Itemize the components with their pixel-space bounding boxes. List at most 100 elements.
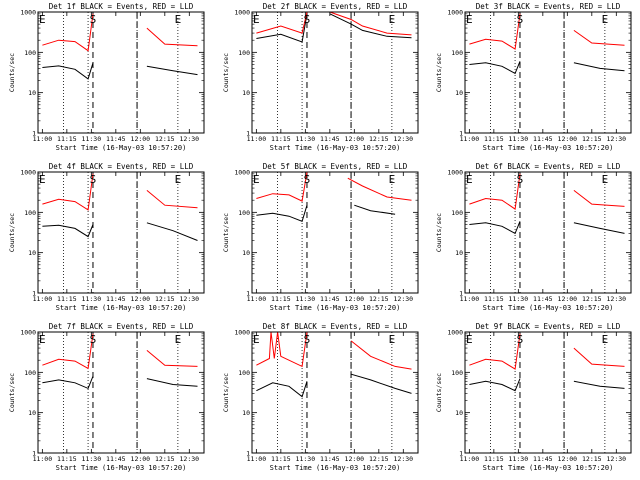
x-tick-label: 11:45 (106, 295, 126, 303)
y-tick-label: 1 (246, 290, 250, 298)
x-tick-label: 12:00 (558, 135, 578, 143)
events-series-line (350, 373, 412, 394)
event-marker: E (175, 333, 182, 346)
start-marker: S (90, 173, 97, 186)
x-tick-label: 11:45 (533, 455, 553, 463)
x-tick-label: 12:15 (155, 135, 175, 143)
x-tick-label: 11:15 (271, 455, 291, 463)
y-axis-label: Counts/sec (222, 53, 230, 92)
chart-title: Det 4f BLACK = Events, RED = LLD (49, 162, 194, 171)
events-series-line (329, 13, 412, 39)
x-tick-label: 11:15 (271, 295, 291, 303)
x-axis-label: Start Time (16-May-03 10:57:20) (56, 144, 187, 152)
y-tick-label: 1 (459, 290, 463, 298)
chart-title: Det 5f BLACK = Events, RED = LLD (263, 162, 408, 171)
x-axis-label: Start Time (16-May-03 10:57:20) (56, 304, 187, 312)
y-tick-label: 100 (238, 209, 250, 217)
y-tick-label: 10 (28, 409, 36, 417)
events-series-line (256, 381, 308, 398)
chart-panel: Det 6f BLACK = Events, RED = LLD Counts/s… (435, 162, 632, 312)
y-tick-label: 1 (32, 290, 36, 298)
x-tick-label: 11:45 (106, 135, 126, 143)
event-marker: E (253, 333, 260, 346)
chart-title: Det 1f BLACK = Events, RED = LLD (49, 2, 194, 11)
x-axis-label: Start Time (16-May-03 10:57:20) (270, 304, 401, 312)
start-marker: S (90, 333, 97, 346)
x-tick-label: 12:30 (394, 135, 414, 143)
event-marker: E (602, 173, 609, 186)
lld-series-line (329, 11, 412, 36)
x-tick-label: 11:00 (33, 135, 53, 143)
x-tick-label: 11:30 (82, 455, 102, 463)
lld-series-line (469, 173, 521, 210)
x-axis-label: Start Time (16-May-03 10:57:20) (270, 464, 401, 472)
events-series-line (573, 380, 625, 389)
events-series-line (256, 13, 308, 43)
events-series-line (573, 62, 625, 72)
start-marker: S (517, 333, 524, 346)
chart-panel: Det 2f BLACK = Events, RED = LLD Counts/s… (222, 2, 419, 152)
x-tick-label: 12:30 (607, 455, 627, 463)
plot-frame (464, 11, 632, 134)
y-tick-label: 10 (242, 89, 250, 97)
events-series-line (146, 378, 198, 387)
x-tick-label: 12:15 (369, 135, 389, 143)
x-tick-label: 11:30 (296, 135, 316, 143)
y-tick-label: 1000 (20, 329, 36, 337)
x-tick-label: 11:15 (57, 455, 77, 463)
chart-panel: Det 7f BLACK = Events, RED = LLD Counts/s… (8, 322, 205, 472)
y-tick-label: 10 (455, 409, 463, 417)
y-axis-label: Counts/sec (8, 213, 16, 252)
start-marker: S (304, 173, 311, 186)
x-tick-label: 12:00 (345, 135, 365, 143)
y-tick-label: 100 (24, 369, 36, 377)
x-tick-label: 12:00 (131, 455, 151, 463)
x-tick-label: 11:45 (320, 455, 340, 463)
event-marker: E (175, 13, 182, 26)
x-axis-label: Start Time (16-May-03 10:57:20) (483, 304, 614, 312)
y-axis-label: Counts/sec (8, 53, 16, 92)
y-tick-label: 1 (246, 130, 250, 138)
x-tick-label: 12:00 (131, 295, 151, 303)
plot-frame (37, 11, 205, 134)
plot-frame (464, 171, 632, 294)
lld-series-line (347, 177, 412, 201)
x-tick-label: 11:00 (247, 295, 267, 303)
chart-panel: Det 5f BLACK = Events, RED = LLD Counts/s… (222, 162, 419, 312)
x-tick-label: 12:30 (180, 455, 200, 463)
y-tick-label: 10 (242, 409, 250, 417)
chart-panel: Det 9f BLACK = Events, RED = LLD Counts/s… (435, 322, 632, 472)
chart-panel: Det 3f BLACK = Events, RED = LLD Counts/s… (435, 2, 632, 152)
plot-frame (251, 171, 419, 294)
x-tick-label: 11:30 (82, 135, 102, 143)
event-marker: E (466, 173, 473, 186)
lld-series-line (350, 340, 412, 370)
y-tick-label: 100 (24, 49, 36, 57)
lld-series-line (469, 13, 521, 50)
y-tick-label: 100 (451, 49, 463, 57)
x-tick-label: 11:45 (533, 135, 553, 143)
x-tick-label: 11:00 (460, 295, 480, 303)
x-tick-label: 11:00 (33, 455, 53, 463)
y-tick-label: 1000 (234, 9, 250, 17)
y-tick-label: 10 (28, 249, 36, 257)
y-tick-label: 100 (238, 369, 250, 377)
x-tick-label: 11:00 (33, 295, 53, 303)
event-marker: E (39, 13, 46, 26)
y-tick-label: 100 (238, 49, 250, 57)
lld-series-line (256, 11, 308, 34)
x-tick-label: 12:30 (394, 455, 414, 463)
x-axis-label: Start Time (16-May-03 10:57:20) (270, 144, 401, 152)
x-axis-label: Start Time (16-May-03 10:57:20) (483, 144, 614, 152)
x-tick-label: 11:00 (460, 135, 480, 143)
y-tick-label: 1 (32, 450, 36, 458)
y-axis-label: Counts/sec (435, 213, 443, 252)
event-marker: E (175, 173, 182, 186)
y-tick-label: 10 (28, 89, 36, 97)
x-tick-label: 11:15 (271, 135, 291, 143)
x-tick-label: 11:30 (296, 455, 316, 463)
y-tick-label: 10 (455, 89, 463, 97)
x-tick-label: 11:30 (82, 295, 102, 303)
x-tick-label: 11:45 (106, 455, 126, 463)
